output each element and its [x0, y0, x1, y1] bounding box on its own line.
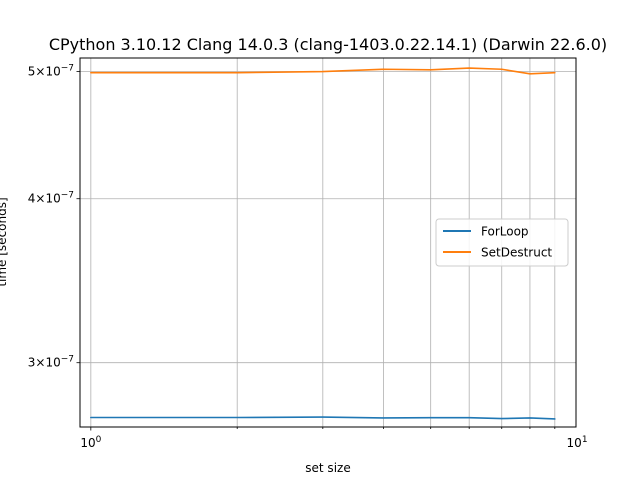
series-layer	[90, 67, 556, 420]
y-tick-label-3e-7: 3×10−7	[28, 355, 74, 370]
x-tick-label-1: 100	[80, 435, 101, 450]
x-axis-label: set size	[305, 461, 350, 475]
series-line-setdestruct	[90, 67, 556, 75]
y-axis: 3×10−7 4×10−7 5×10−7	[28, 64, 80, 370]
legend: ForLoop SetDestruct	[435, 218, 569, 267]
x-axis: 100 101	[80, 427, 588, 450]
y-tick-label-5e-7: 5×10−7	[28, 64, 74, 79]
y-axis-label: time [seconds]	[0, 197, 9, 286]
y-tick-label-4e-7: 4×10−7	[28, 191, 74, 206]
legend-label-forloop: ForLoop	[481, 225, 529, 239]
x-tick-label-10: 101	[567, 435, 588, 450]
plot-frame	[79, 57, 577, 428]
series-line-forloop	[90, 416, 556, 420]
chart-title: CPython 3.10.12 Clang 14.0.3 (clang-1403…	[49, 35, 607, 54]
legend-label-setdestruct: SetDestruct	[481, 246, 552, 260]
